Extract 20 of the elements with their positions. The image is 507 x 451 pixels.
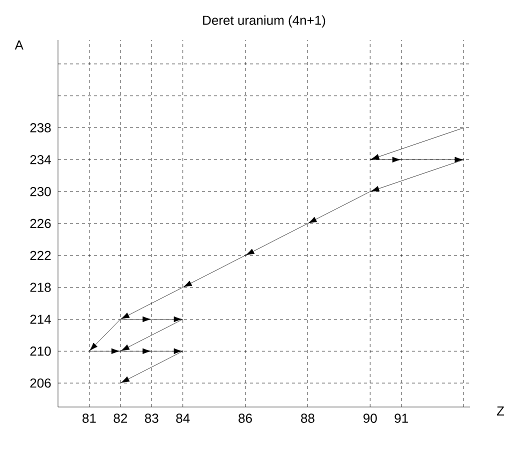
- x-tick-label: 91: [394, 414, 408, 423]
- y-tick-label: 214: [30, 314, 51, 324]
- x-tick-label: 88: [301, 414, 314, 423]
- x-tick-label: 90: [364, 414, 377, 423]
- x-tick-label: 81: [82, 414, 96, 423]
- x-tick-label: 83: [144, 414, 158, 423]
- y-tick-label: 206: [30, 378, 51, 388]
- y-axis-title: A: [14, 40, 24, 50]
- y-tick-label: 218: [30, 282, 51, 292]
- x-tick-label: 86: [238, 414, 252, 423]
- y-tick-label: 210: [30, 346, 51, 356]
- x-tick-label: 84: [176, 414, 190, 423]
- y-tick-label: 238: [30, 123, 51, 132]
- y-tick-label: 230: [30, 186, 51, 196]
- chart-title: Deret uranium (4n+1): [203, 15, 326, 28]
- x-tick-label: 82: [114, 414, 127, 423]
- y-tick-label: 226: [30, 218, 51, 228]
- y-tick-label: 222: [30, 250, 51, 260]
- x-axis-title: Z: [496, 406, 504, 416]
- y-tick-label: 234: [30, 155, 51, 164]
